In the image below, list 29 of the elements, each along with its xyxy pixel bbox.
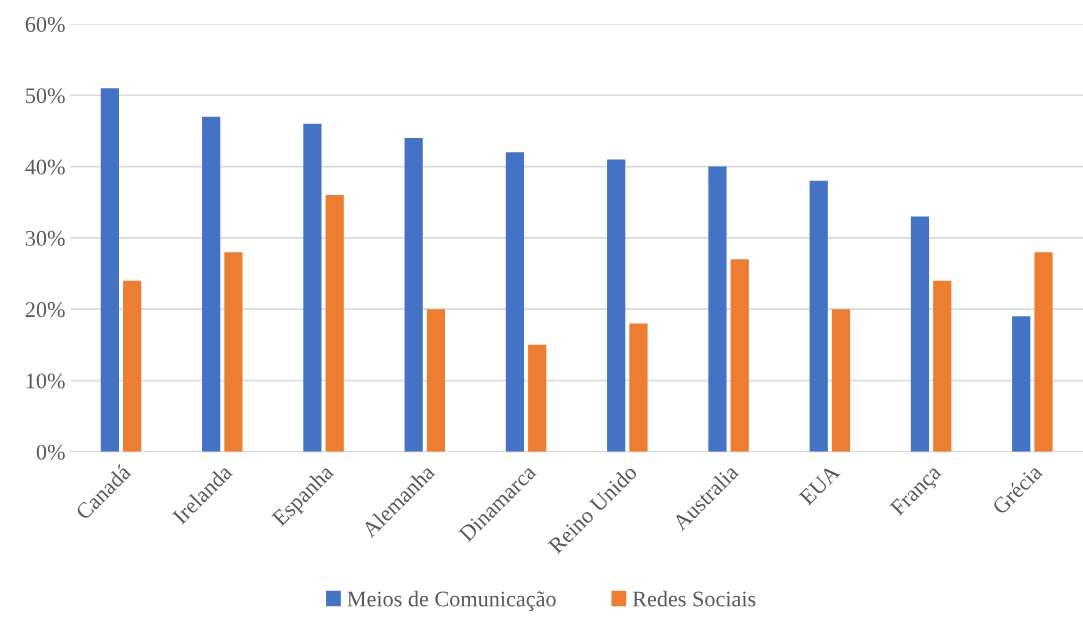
bar xyxy=(910,216,930,452)
legend-label: Meios de Comunicação xyxy=(347,590,556,611)
y-tick-label: 40% xyxy=(25,159,65,175)
y-tick-label: 60% xyxy=(25,16,65,32)
bar xyxy=(809,180,828,452)
bar xyxy=(123,280,142,452)
legend-label: Redes Sociais xyxy=(632,590,756,607)
bar xyxy=(629,323,648,452)
bar xyxy=(202,116,221,452)
y-tick-label: 20% xyxy=(25,302,65,318)
bar xyxy=(1034,252,1053,452)
bar xyxy=(528,344,547,452)
bar xyxy=(426,309,446,452)
bar xyxy=(831,309,851,452)
bar xyxy=(933,280,952,452)
bar xyxy=(1012,316,1031,452)
y-tick-label: 10% xyxy=(26,373,65,389)
bar xyxy=(404,138,423,452)
y-tick-label: 0% xyxy=(36,444,65,460)
bar xyxy=(730,259,749,452)
bar xyxy=(224,252,243,452)
bar xyxy=(505,152,525,452)
bar xyxy=(607,159,626,452)
bar xyxy=(325,195,344,452)
y-tick-label: 50% xyxy=(26,88,65,104)
bar xyxy=(303,123,322,452)
bar xyxy=(100,88,119,452)
bar xyxy=(708,166,727,452)
y-tick-label: 30% xyxy=(25,230,65,246)
